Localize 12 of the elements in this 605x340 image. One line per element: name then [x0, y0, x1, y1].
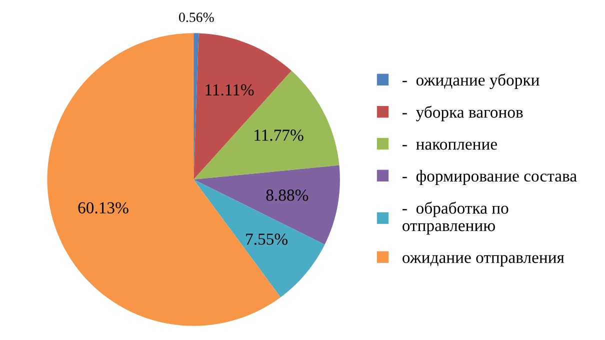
data-label: 8.88%	[266, 190, 308, 201]
legend-label: - ожидание уборки	[402, 74, 540, 90]
legend-label: - уборка вагонов	[402, 106, 523, 122]
data-label: 60.13%	[78, 202, 128, 214]
legend-label: ожидание отправления	[402, 255, 564, 266]
legend-label: - формирование состава	[402, 170, 577, 186]
legend-label: - накопление	[402, 142, 497, 150]
data-label: 7.55%	[246, 234, 288, 245]
data-label: 11.77%	[254, 130, 304, 141]
data-label: 0.56%	[179, 12, 214, 22]
data-label: 11.11%	[206, 84, 254, 96]
legend-label: - обработка по отправлению	[402, 202, 508, 235]
